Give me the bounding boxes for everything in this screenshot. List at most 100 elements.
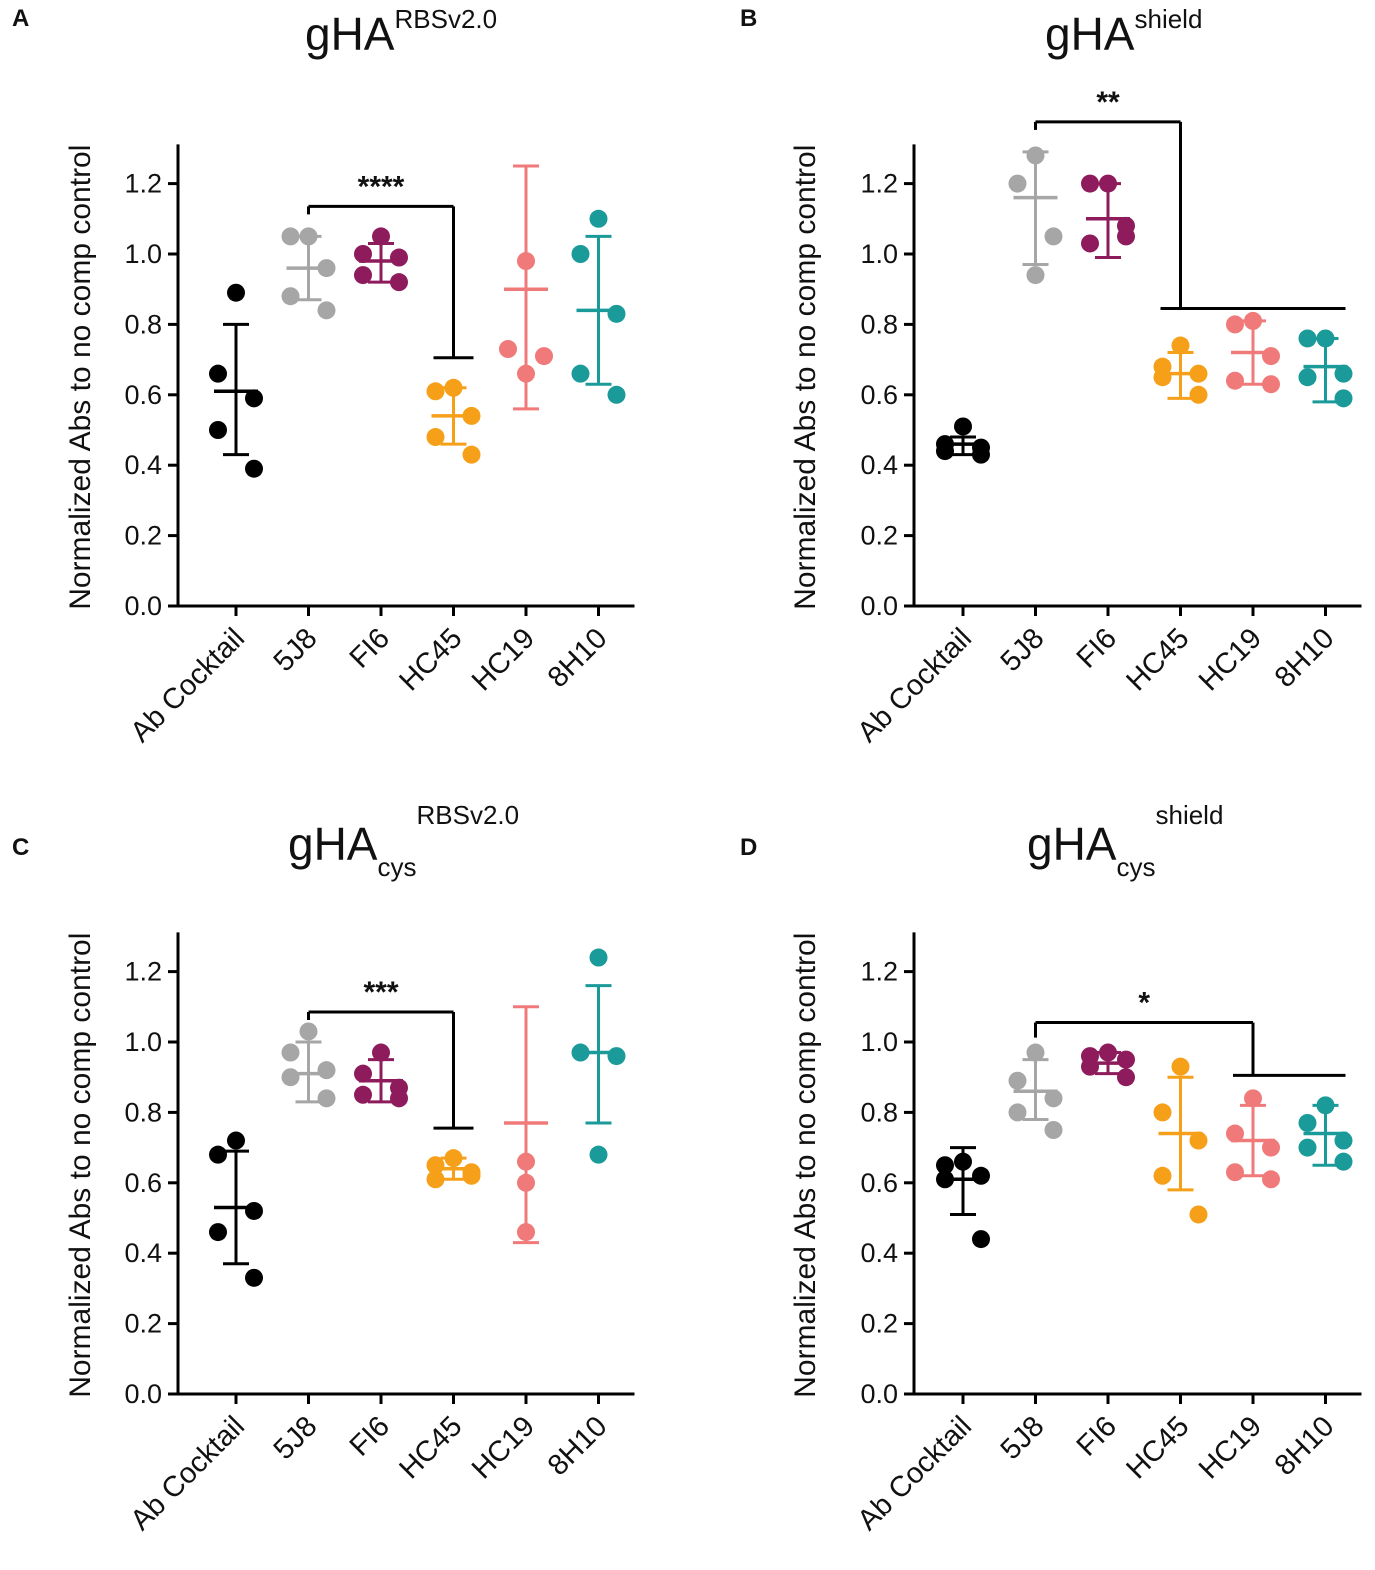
title-subscript: cys	[1116, 852, 1155, 882]
y-axis-label: Normalized Abs to no comp control	[789, 933, 822, 1398]
x-tick-label: 5J8	[995, 1410, 1051, 1466]
data-point	[1334, 1131, 1353, 1150]
x-tick-label: 5J8	[268, 1410, 324, 1466]
data-point	[589, 209, 608, 228]
data-point	[1226, 371, 1244, 390]
y-tick-label: 0.8	[860, 309, 898, 339]
y-tick-label: 0.0	[124, 1379, 162, 1409]
significance-bracket: *	[1034, 987, 1346, 1077]
y-tick-label: 0.0	[860, 591, 898, 621]
data-point	[1334, 1152, 1353, 1171]
data-point	[1298, 1113, 1317, 1132]
data-point	[299, 1022, 318, 1041]
data-point	[281, 1068, 300, 1087]
data-point	[1117, 1068, 1135, 1087]
data-point	[1044, 1089, 1063, 1108]
title-main: gHA	[1027, 818, 1117, 870]
y-tick-label: 1.2	[124, 169, 162, 199]
data-point	[209, 1145, 227, 1164]
data-point	[1316, 329, 1335, 348]
y-tick-label: 0.4	[860, 450, 898, 480]
chart-title: gHAcysRBSv2.0	[288, 800, 519, 882]
data-point	[589, 1145, 608, 1164]
data-point	[1262, 1170, 1280, 1189]
data-point	[390, 248, 408, 267]
y-tick-label: 0.4	[860, 1238, 898, 1268]
title-superscript: RBSv2.0	[394, 4, 497, 34]
data-point	[245, 459, 263, 478]
data-point	[607, 1047, 626, 1066]
x-tick-label: HC45	[393, 1410, 468, 1485]
title-main: gHA	[288, 818, 378, 870]
data-point	[209, 1223, 227, 1242]
data-point	[209, 421, 227, 439]
data-point	[571, 364, 590, 383]
data-point	[281, 287, 300, 306]
title-subscript: cys	[377, 852, 416, 882]
data-point	[354, 1064, 372, 1083]
data-point	[354, 266, 372, 285]
chart-title: gHAshield	[1045, 4, 1202, 60]
data-point	[589, 948, 608, 967]
data-point	[972, 445, 990, 464]
data-point	[317, 301, 336, 320]
data-point	[281, 1043, 300, 1062]
data-point	[1044, 227, 1063, 246]
significance-bracket: ***	[307, 976, 474, 1130]
data-point	[1244, 311, 1262, 330]
data-point	[1334, 389, 1353, 408]
y-tick-label: 1.0	[124, 1027, 162, 1057]
data-point	[954, 1152, 972, 1171]
x-tick-label: 8H10	[542, 1410, 614, 1482]
group-fi6	[354, 227, 408, 292]
group-5j8	[281, 1022, 336, 1108]
group-5j8	[281, 227, 336, 320]
panel-letter: B	[740, 5, 757, 32]
y-tick-label: 0.2	[860, 1309, 898, 1339]
data-point	[936, 442, 954, 461]
y-axis-label: Normalized Abs to no comp control	[789, 145, 822, 610]
data-point	[245, 1268, 263, 1287]
data-point	[281, 227, 300, 246]
data-point	[1099, 1043, 1117, 1062]
group-hc19	[1226, 1089, 1280, 1189]
x-tick-label: Ab Cocktail	[125, 1410, 251, 1536]
data-point	[1153, 1166, 1172, 1185]
x-tick-label: 5J8	[268, 622, 324, 678]
group-hc45	[1153, 336, 1208, 404]
x-tick-label: 5J8	[995, 622, 1051, 678]
group-ab-cocktail	[936, 417, 990, 464]
y-tick-label: 0.8	[860, 1097, 898, 1127]
data-point	[535, 347, 553, 366]
x-tick-label: HC19	[466, 1410, 541, 1485]
data-point	[1026, 266, 1045, 285]
data-point	[317, 1061, 336, 1080]
data-point	[517, 1173, 535, 1192]
data-point	[607, 304, 626, 323]
y-tick-label: 1.2	[124, 957, 162, 987]
data-point	[972, 1166, 990, 1185]
group-ab-cocktail	[209, 283, 263, 478]
panel-letter: D	[740, 834, 757, 861]
y-axis-label: Normalized Abs to no comp control	[64, 145, 97, 610]
data-point	[499, 340, 517, 359]
data-point	[390, 1089, 408, 1108]
data-point	[1262, 347, 1280, 366]
group-hc19	[499, 164, 553, 411]
data-point	[1189, 1131, 1208, 1150]
y-tick-label: 0.8	[124, 1097, 162, 1127]
data-point	[227, 1131, 245, 1150]
data-point	[426, 382, 445, 401]
y-tick-label: 0.2	[124, 521, 162, 551]
title-superscript: RBSv2.0	[416, 800, 519, 830]
data-point	[372, 1043, 390, 1062]
y-tick-label: 1.2	[860, 169, 898, 199]
title-main: gHA	[305, 8, 395, 60]
x-tick-label: 8H10	[1269, 1410, 1341, 1482]
x-tick-label: 8H10	[1269, 622, 1341, 694]
significance-label: ****	[358, 170, 405, 203]
data-point	[1189, 385, 1208, 404]
